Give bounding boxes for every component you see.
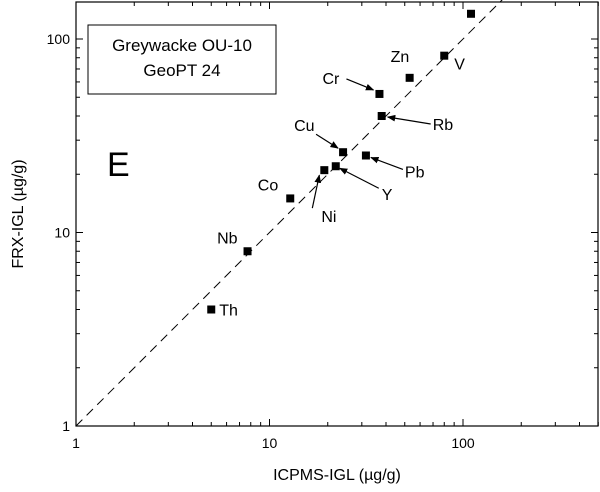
x-axis-ticks: 1 10 100 <box>72 2 599 451</box>
point-labels: ThNbCoNiYCuPbCrRbZnVZrSrBa <box>217 0 472 320</box>
label-arrow-ni <box>311 174 322 209</box>
data-point-zr <box>467 9 476 18</box>
point-label-ni: Ni <box>321 209 336 226</box>
panel-label: E <box>107 146 130 184</box>
point-label-cu: Cu <box>294 118 314 135</box>
point-label-cr: Cr <box>322 71 340 88</box>
y-axis-title: FRX-IGL (µg/g) <box>10 159 27 268</box>
y-axis-ticks: 1 10 100 <box>47 31 598 434</box>
label-arrow-cu <box>315 133 339 149</box>
point-label-rb: Rb <box>433 117 454 134</box>
y-tick-label: 100 <box>47 31 71 47</box>
x-tick-label: 100 <box>451 435 475 451</box>
one-to-one-reference-line <box>75 0 503 427</box>
label-arrow-cr <box>346 78 375 91</box>
data-point-nb <box>243 247 252 256</box>
label-arrow-pb <box>370 156 404 171</box>
label-arrow-y <box>339 167 380 189</box>
x-tick-label: 1 <box>72 435 80 451</box>
point-label-y: Y <box>382 187 393 204</box>
y-tick-label: 10 <box>54 225 70 241</box>
point-label-zr: Zr <box>456 0 472 2</box>
legend-line-2: GeoPT 24 <box>143 61 220 80</box>
data-point-ni <box>320 166 329 175</box>
point-label-co: Co <box>258 177 279 194</box>
point-label-v: V <box>454 57 465 74</box>
x-tick-label: 10 <box>262 435 278 451</box>
point-label-nb: Nb <box>217 230 238 247</box>
data-point-cr <box>375 89 384 98</box>
point-label-pb: Pb <box>405 164 425 181</box>
data-point-th <box>207 305 216 314</box>
point-label-zn: Zn <box>391 49 410 66</box>
data-point-co <box>286 194 295 203</box>
data-point-cu <box>339 148 348 157</box>
data-point-zn <box>405 73 414 82</box>
data-point-rb <box>377 112 386 121</box>
data-point-pb <box>361 151 370 160</box>
point-label-th: Th <box>219 303 238 320</box>
label-arrow-rb <box>386 114 431 125</box>
data-points <box>207 9 476 314</box>
data-point-v <box>440 51 449 60</box>
legend-box <box>87 24 277 95</box>
label-arrows <box>311 78 431 209</box>
x-axis-title: ICPMS-IGL (µg/g) <box>273 467 401 484</box>
data-point-y <box>331 162 340 171</box>
legend-line-1: Greywacke OU-10 <box>112 36 252 55</box>
y-tick-label: 1 <box>62 418 70 434</box>
